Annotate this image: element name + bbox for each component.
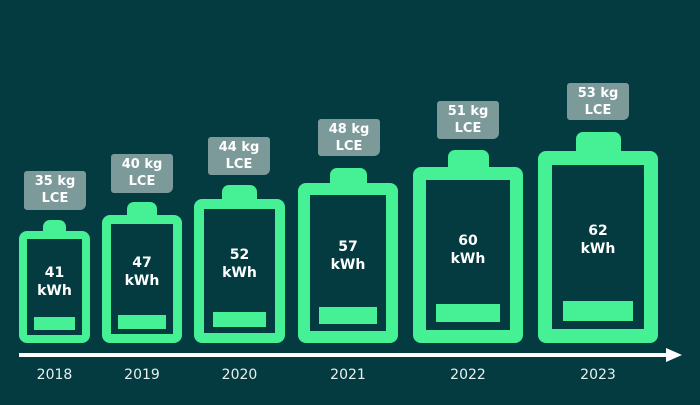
x-axis-label-2019: 2019: [124, 367, 160, 383]
kwh-value: 62: [588, 223, 608, 239]
kwh-unit: kWh: [222, 265, 257, 281]
x-axis-label-2023: 2023: [580, 367, 616, 383]
battery-cap-icon: [222, 185, 257, 201]
x-axis-label-2022: 2022: [450, 367, 486, 383]
kwh-value: 47: [132, 255, 152, 271]
lce-value: 51 kg: [447, 104, 489, 119]
x-axis-label-2020: 2020: [221, 367, 258, 383]
battery-cap-icon: [447, 150, 489, 169]
x-axis-label-2018: 2018: [36, 367, 73, 383]
lce-unit: LCE: [41, 191, 69, 206]
lce-unit: LCE: [225, 157, 253, 172]
kwh-unit: kWh: [330, 257, 366, 273]
kwh-label: 57 kWh: [298, 238, 398, 274]
kwh-value: 52: [229, 247, 250, 263]
kwh-value: 57: [338, 239, 358, 255]
battery-cap-icon: [127, 202, 157, 217]
battery-level-indicator: [118, 315, 166, 329]
lce-label: 40 kg LCE: [111, 154, 173, 193]
battery-body-icon: [538, 151, 658, 343]
lce-value: 53 kg: [577, 86, 619, 101]
battery-body-icon: [194, 199, 285, 343]
lce-unit: LCE: [584, 103, 612, 118]
battery-cap-icon: [43, 220, 66, 233]
battery-level-indicator: [563, 301, 633, 321]
battery-cap-icon: [329, 168, 367, 185]
battery-body-icon: [298, 183, 398, 343]
kwh-label: 41 kWh: [19, 264, 90, 300]
kwh-value: 41: [44, 265, 65, 281]
battery-level-indicator: [213, 312, 266, 327]
x-axis-label-2021: 2021: [330, 367, 366, 383]
lce-value: 44 kg: [218, 140, 260, 155]
battery-body-icon: [102, 215, 182, 343]
lce-label: 44 kg LCE: [208, 137, 270, 175]
lce-label: 53 kg LCE: [567, 83, 629, 120]
kwh-unit: kWh: [580, 241, 616, 257]
lce-value: 35 kg: [34, 174, 76, 189]
kwh-label: 47 kWh: [102, 254, 182, 290]
lce-unit: LCE: [335, 139, 363, 154]
lce-value: 40 kg: [121, 157, 163, 172]
kwh-unit: kWh: [450, 251, 486, 267]
battery-level-indicator: [319, 307, 377, 324]
kwh-label: 60 kWh: [413, 232, 523, 268]
lce-label: 35 kg LCE: [24, 171, 86, 210]
kwh-unit: kWh: [37, 283, 72, 299]
lce-label: 48 kg LCE: [318, 119, 380, 156]
battery-body-icon: [413, 167, 523, 343]
battery-level-indicator: [436, 304, 500, 322]
kwh-value: 60: [458, 233, 478, 249]
battery-level-indicator: [34, 317, 75, 330]
lce-label: 51 kg LCE: [437, 101, 499, 139]
timeline-axis-line: [19, 353, 669, 357]
lce-unit: LCE: [128, 174, 156, 189]
kwh-unit: kWh: [124, 273, 160, 289]
battery-cap-icon: [575, 132, 621, 153]
battery-body-icon: [19, 231, 90, 343]
right-arrow-icon: [666, 348, 682, 362]
lce-value: 48 kg: [328, 122, 370, 137]
lce-unit: LCE: [454, 121, 482, 136]
kwh-label: 62 kWh: [538, 222, 658, 258]
kwh-label: 52 kWh: [194, 246, 285, 282]
